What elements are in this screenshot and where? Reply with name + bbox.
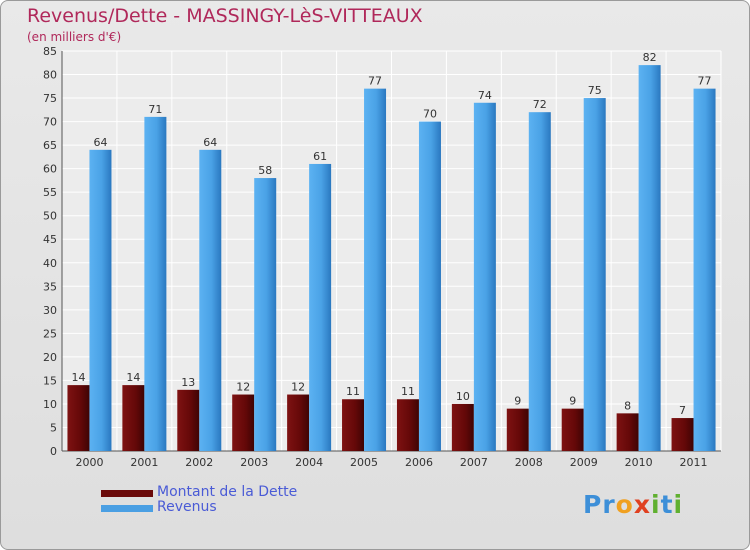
bar-dette bbox=[396, 399, 419, 451]
y-tick-label: 35 bbox=[43, 280, 57, 293]
data-label-dette: 12 bbox=[291, 381, 305, 394]
x-tick-label: 2010 bbox=[625, 456, 653, 469]
bar-dette bbox=[67, 385, 90, 451]
bar-revenus bbox=[638, 65, 661, 451]
y-tick-label: 55 bbox=[43, 186, 57, 199]
data-label-revenus: 61 bbox=[313, 150, 327, 163]
x-tick-label: 2003 bbox=[240, 456, 268, 469]
bar-revenus bbox=[254, 178, 277, 451]
y-tick-label: 25 bbox=[43, 327, 57, 340]
bar-revenus bbox=[364, 88, 387, 451]
bar-dette bbox=[671, 418, 694, 451]
bar-dette bbox=[287, 394, 310, 451]
logo-letter: o bbox=[615, 490, 634, 519]
data-label-revenus: 82 bbox=[643, 51, 657, 64]
data-label-dette: 14 bbox=[126, 371, 140, 384]
y-tick-label: 50 bbox=[43, 210, 57, 223]
bar-revenus bbox=[528, 112, 551, 452]
y-tick-label: 45 bbox=[43, 233, 57, 246]
bar-dette bbox=[122, 385, 145, 451]
x-tick-label: 2000 bbox=[75, 456, 103, 469]
x-tick-label: 2008 bbox=[515, 456, 543, 469]
data-label-revenus: 71 bbox=[148, 103, 162, 116]
bar-dette bbox=[451, 403, 474, 451]
bar-dette bbox=[232, 394, 255, 451]
y-tick-label: 85 bbox=[43, 45, 57, 58]
bar-dette bbox=[177, 389, 200, 451]
logo-letter: P bbox=[583, 490, 603, 519]
data-label-dette: 14 bbox=[71, 371, 85, 384]
data-label-revenus: 77 bbox=[368, 75, 382, 88]
bar-revenus bbox=[309, 163, 332, 452]
data-label-revenus: 58 bbox=[258, 164, 272, 177]
data-label-dette: 7 bbox=[679, 404, 686, 417]
data-label-revenus: 70 bbox=[423, 108, 437, 121]
x-tick-label: 2005 bbox=[350, 456, 378, 469]
data-label-dette: 9 bbox=[514, 395, 521, 408]
data-label-dette: 12 bbox=[236, 381, 250, 394]
y-tick-label: 10 bbox=[43, 398, 57, 411]
y-tick-label: 0 bbox=[50, 445, 57, 458]
x-tick-label: 2006 bbox=[405, 456, 433, 469]
data-label-dette: 13 bbox=[181, 376, 195, 389]
bar-revenus bbox=[473, 102, 496, 451]
y-tick-label: 75 bbox=[43, 92, 57, 105]
y-tick-label: 80 bbox=[43, 69, 57, 82]
x-tick-label: 2004 bbox=[295, 456, 323, 469]
logo-letter: i bbox=[651, 490, 661, 519]
y-tick-label: 60 bbox=[43, 163, 57, 176]
gridlines bbox=[61, 50, 722, 452]
y-tick-label: 70 bbox=[43, 116, 57, 129]
chart-title: Revenus/Dette - MASSINGY-LèS-VITTEAUX bbox=[27, 5, 423, 27]
x-tick-label: 2001 bbox=[130, 456, 158, 469]
x-tick-label: 2007 bbox=[460, 456, 488, 469]
axes: 0 5 10 15 20 25 30 35 40 45 50 55 60 65 70 75 80 85 2000 20… bbox=[43, 45, 721, 469]
x-tick-label: 2009 bbox=[570, 456, 598, 469]
proxiti-logo: Proxiti bbox=[583, 490, 683, 519]
data-label-revenus: 74 bbox=[478, 89, 492, 102]
logo-letter: i bbox=[673, 490, 684, 519]
bar-dette bbox=[506, 408, 529, 451]
legend-swatch-revenus bbox=[101, 505, 153, 512]
bar-revenus bbox=[199, 149, 222, 451]
x-tick-label: 2002 bbox=[185, 456, 213, 469]
y-tick-label: 15 bbox=[43, 374, 57, 387]
bar-revenus bbox=[418, 121, 441, 452]
x-tick-label: 2011 bbox=[680, 456, 708, 469]
data-label-dette: 10 bbox=[456, 390, 470, 403]
y-tick-label: 40 bbox=[43, 257, 57, 270]
bar-dette bbox=[342, 399, 365, 451]
y-tick-label: 20 bbox=[43, 351, 57, 364]
y-tick-label: 30 bbox=[43, 304, 57, 317]
data-label-revenus: 75 bbox=[588, 84, 602, 97]
data-labels: 14 64 14 71 13 64 12 58 12 61 11 77 11 70 10 74 9 72 9 75 8 8… bbox=[71, 51, 711, 417]
data-label-revenus: 72 bbox=[533, 98, 547, 111]
logo-letter: x bbox=[633, 490, 651, 519]
y-tick-label: 5 bbox=[50, 421, 57, 434]
data-label-revenus: 64 bbox=[203, 136, 217, 149]
logo-letter: t bbox=[660, 490, 674, 519]
legend-swatch-dette bbox=[101, 490, 153, 497]
chart-subtitle: (en milliers d'€) bbox=[27, 30, 122, 44]
logo-letter: r bbox=[602, 490, 616, 519]
data-label-dette: 9 bbox=[569, 395, 576, 408]
data-label-revenus: 77 bbox=[698, 75, 712, 88]
data-label-dette: 11 bbox=[346, 385, 360, 398]
y-tick-label: 65 bbox=[43, 139, 57, 152]
bar-revenus bbox=[693, 88, 716, 451]
bar-revenus bbox=[583, 98, 606, 451]
bar-revenus bbox=[89, 149, 112, 451]
legend-label-revenus: Revenus bbox=[157, 499, 217, 515]
bar-revenus bbox=[144, 116, 167, 451]
data-label-revenus: 64 bbox=[93, 136, 107, 149]
bars bbox=[67, 65, 716, 452]
bar-dette bbox=[616, 413, 639, 451]
data-label-dette: 8 bbox=[624, 399, 631, 412]
legend-label-dette: Montant de la Dette bbox=[157, 484, 298, 500]
data-label-dette: 11 bbox=[401, 385, 415, 398]
bar-dette bbox=[561, 408, 584, 451]
